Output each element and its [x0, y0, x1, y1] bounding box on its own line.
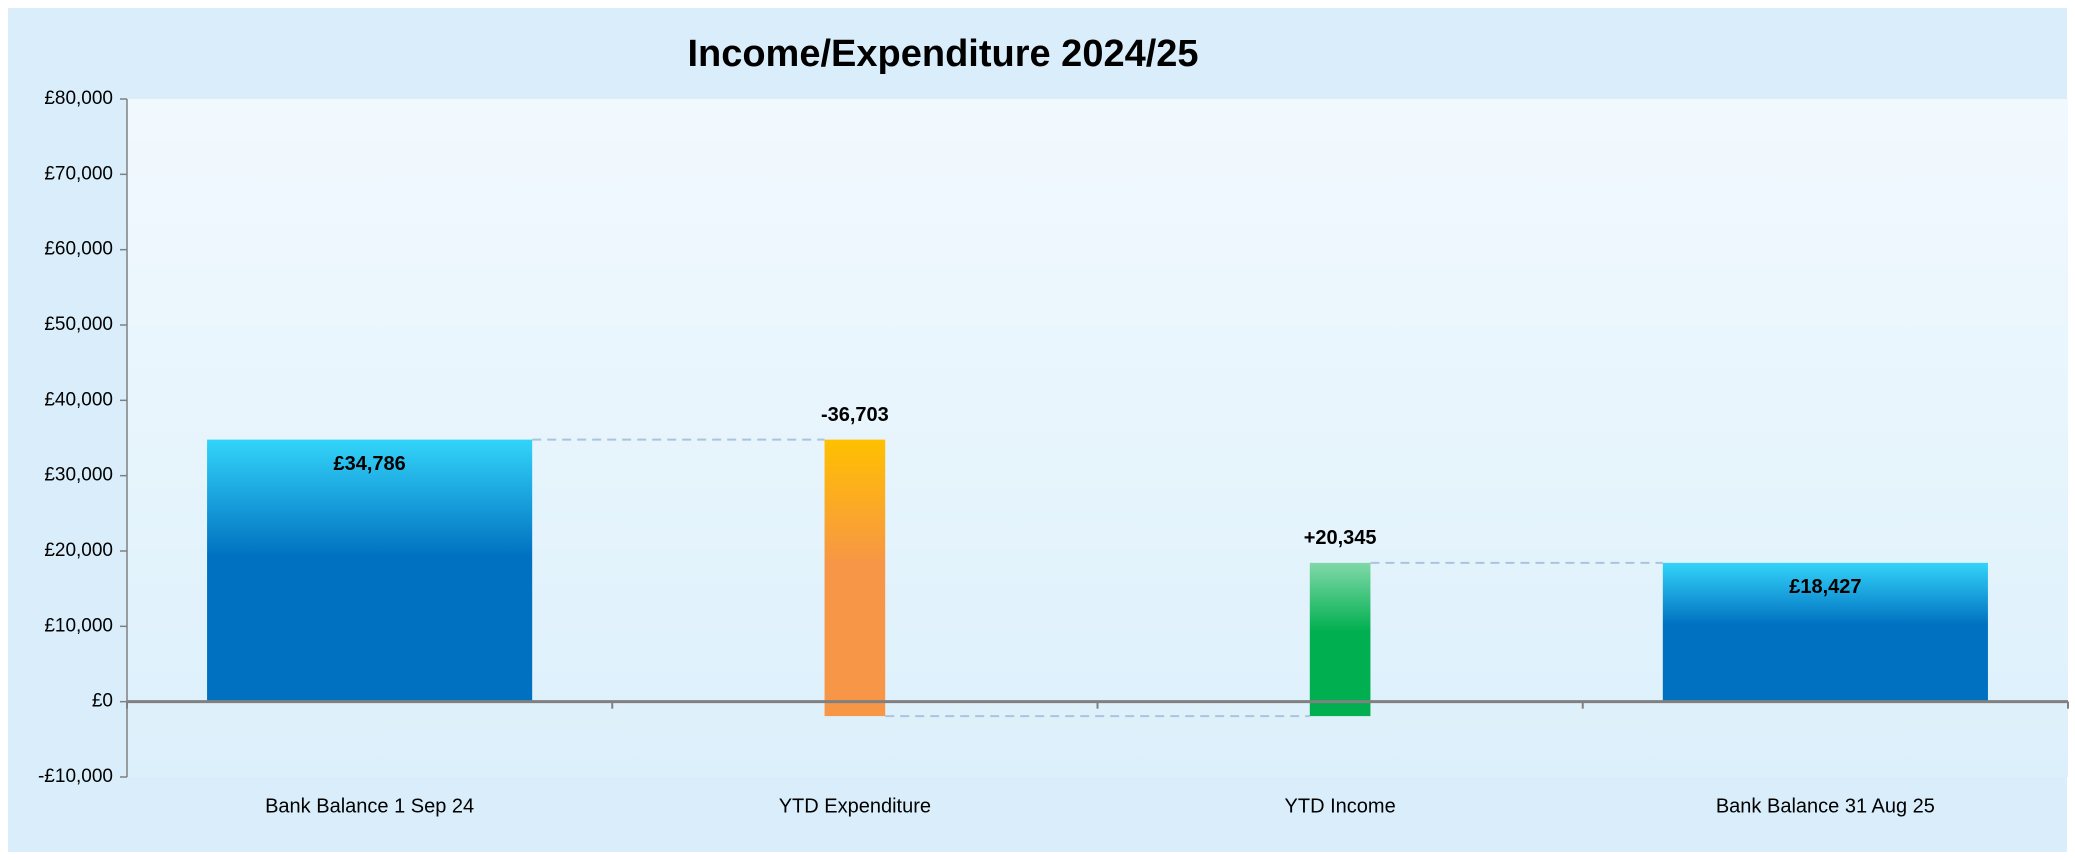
bar [1662, 562, 1988, 702]
chart-title: Income/Expenditure 2024/25 [687, 33, 1198, 75]
y-tick-label: £20,000 [44, 540, 113, 561]
bar [1309, 562, 1371, 717]
x-tick-label: YTD Expenditure [779, 795, 931, 817]
data-label: £34,786 [333, 453, 405, 475]
y-tick-label: £60,000 [44, 239, 113, 260]
y-tick-label: £50,000 [44, 314, 113, 335]
data-label: -36,703 [821, 404, 889, 426]
bar [824, 439, 886, 717]
y-tick-label: £80,000 [44, 88, 113, 109]
x-tick-label: Bank Balance 1 Sep 24 [265, 795, 474, 817]
y-tick-label: £30,000 [44, 465, 113, 486]
x-tick-label: Bank Balance 31 Aug 25 [1716, 795, 1935, 817]
bar [207, 439, 533, 702]
y-tick-label: £40,000 [44, 389, 113, 410]
x-tick-label: YTD Income [1285, 795, 1396, 817]
y-tick-label: -£10,000 [38, 766, 113, 787]
y-tick-label: £0 [92, 691, 113, 712]
data-label: £18,427 [1789, 576, 1861, 598]
y-tick-label: £70,000 [44, 163, 113, 184]
y-tick-label: £10,000 [44, 615, 113, 636]
data-label: +20,345 [1304, 527, 1377, 549]
